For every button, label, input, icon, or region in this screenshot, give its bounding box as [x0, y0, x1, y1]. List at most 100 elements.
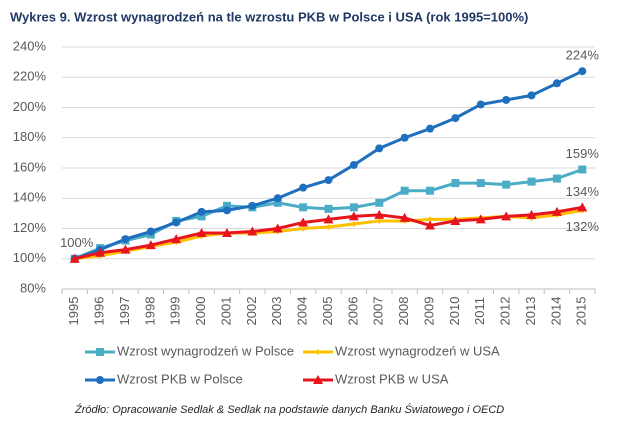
x-tick-label: 2011: [472, 297, 487, 325]
marker: [247, 226, 258, 236]
x-tick-label: 2015: [574, 297, 589, 326]
marker: [197, 212, 206, 221]
chart-title: Wykres 9. Wzrost wynagrodzeń na tle wzro…: [10, 9, 528, 24]
marker: [526, 209, 537, 219]
marker: [299, 203, 308, 212]
x-tick-label: 2013: [523, 297, 538, 326]
marker: [324, 176, 333, 185]
marker: [476, 100, 485, 109]
x-tick-label: 2014: [548, 297, 563, 326]
marker: [349, 203, 358, 212]
marker: [400, 133, 409, 142]
marker: [399, 212, 410, 222]
marker: [551, 206, 562, 216]
source: Źródło: Opracowanie Sedlak & Sedlak na p…: [74, 403, 504, 416]
marker: [171, 234, 182, 244]
data-label: 159%: [566, 146, 600, 161]
marker: [578, 165, 587, 174]
marker: [299, 183, 308, 192]
marker: [348, 211, 359, 221]
marker: [451, 114, 460, 123]
marker: [502, 180, 511, 189]
marker: [172, 218, 181, 227]
x-tick-label: 1999: [168, 297, 183, 326]
x-tick-label: 2004: [295, 297, 310, 326]
marker: [273, 194, 282, 203]
marker: [425, 220, 436, 230]
marker: [313, 375, 323, 384]
marker: [349, 160, 358, 169]
marker: [323, 214, 334, 224]
marker: [502, 95, 511, 104]
data-label: 134%: [566, 184, 600, 199]
x-tick-label: 2003: [269, 297, 284, 326]
marker: [375, 144, 384, 153]
marker: [197, 207, 206, 216]
marker: [273, 198, 282, 207]
marker: [146, 227, 155, 236]
marker: [527, 91, 536, 100]
data-label: 224%: [566, 48, 600, 63]
marker: [325, 223, 332, 230]
marker: [451, 179, 460, 188]
marker: [121, 235, 130, 244]
marker: [222, 201, 231, 210]
y-tick-label: 100%: [13, 250, 47, 265]
x-tick-label: 2008: [396, 297, 411, 326]
data-label: 132%: [566, 219, 600, 234]
marker: [298, 217, 309, 227]
y-tick-label: 240%: [13, 38, 47, 53]
marker: [196, 228, 207, 238]
x-tick-label: 2000: [193, 297, 208, 326]
y-tick-label: 120%: [13, 220, 47, 235]
marker: [96, 348, 104, 356]
x-tick-label: 1998: [142, 297, 157, 326]
marker: [272, 223, 283, 233]
marker: [315, 349, 321, 355]
marker: [400, 186, 409, 195]
marker: [300, 225, 307, 232]
y-tick-label: 200%: [13, 99, 47, 114]
marker: [324, 204, 333, 213]
marker: [426, 124, 435, 133]
legend-label: Wzrost wynagrodzeń w Polsce: [117, 343, 294, 358]
legend-label: Wzrost PKB w USA: [335, 371, 449, 386]
marker: [248, 201, 257, 210]
x-tick-label: 2007: [371, 297, 386, 326]
marker: [350, 220, 357, 227]
marker: [552, 79, 561, 88]
marker: [427, 216, 434, 223]
marker: [475, 214, 486, 224]
marker: [145, 240, 156, 250]
marker: [221, 228, 232, 238]
marker: [376, 217, 383, 224]
y-tick-label: 220%: [13, 69, 47, 84]
x-tick-label: 1997: [117, 297, 132, 326]
marker: [450, 215, 461, 225]
marker: [374, 209, 385, 219]
x-tick-label: 2006: [345, 297, 360, 326]
marker: [120, 244, 131, 254]
marker: [578, 67, 587, 76]
marker: [527, 177, 536, 186]
marker: [222, 206, 231, 215]
x-tick-label: 2010: [447, 297, 462, 326]
marker: [501, 211, 512, 221]
x-tick-label: 1996: [92, 297, 107, 326]
x-tick-label: 2005: [320, 297, 335, 326]
x-tick-label: 2002: [244, 297, 259, 326]
y-tick-label: 80%: [20, 280, 46, 295]
y-tick-label: 180%: [13, 129, 47, 144]
marker: [552, 174, 561, 183]
marker: [96, 376, 104, 384]
marker: [476, 179, 485, 188]
marker: [426, 186, 435, 195]
marker: [95, 247, 106, 257]
x-tick-label: 1995: [66, 297, 81, 326]
marker: [375, 198, 384, 207]
marker: [69, 253, 80, 263]
x-tick-label: 2012: [498, 297, 513, 326]
y-tick-label: 140%: [13, 190, 47, 205]
x-tick-label: 2009: [421, 297, 436, 326]
